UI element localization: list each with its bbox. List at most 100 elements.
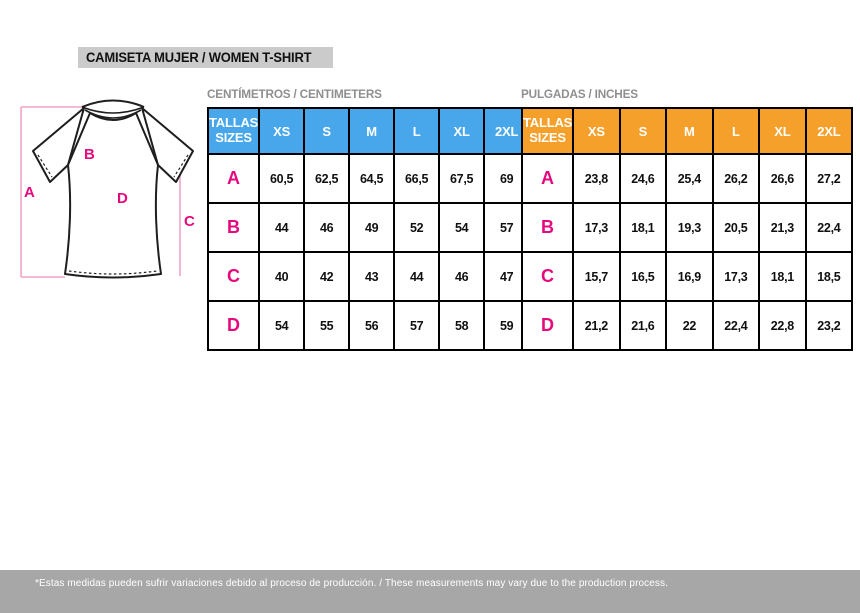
row-label: D — [520, 300, 575, 351]
stitch-lines — [37, 154, 189, 275]
size-value-cell: 58 — [438, 300, 486, 351]
cm-header-m: M — [348, 107, 396, 155]
size-value-cell: 62,5 — [303, 153, 351, 204]
tallas-word: TALLAS — [209, 115, 259, 131]
size-value-cell: 18,1 — [758, 251, 807, 302]
size-value-cell: 57 — [393, 300, 441, 351]
size-value-cell: 64,5 — [348, 153, 396, 204]
size-value-cell: 18,1 — [618, 202, 668, 253]
size-value-cell: 66,5 — [393, 153, 441, 204]
row-label: A — [520, 153, 575, 204]
cm-row-d: D 54 55 56 57 58 59 — [206, 300, 531, 351]
size-value-cell: 21,3 — [758, 202, 807, 253]
inches-header-2xl: 2XL — [804, 107, 854, 155]
inches-header-m: M — [665, 107, 714, 155]
size-value-cell: 22,8 — [758, 300, 807, 351]
inches-header-s: S — [618, 107, 668, 155]
row-label: C — [520, 251, 575, 302]
size-value-cell: 22,4 — [804, 202, 854, 253]
page-title: CAMISETA MUJER / WOMEN T-SHIRT — [86, 50, 312, 65]
measure-labels: A B C D — [24, 146, 195, 230]
cm-header-s: S — [303, 107, 351, 155]
size-value-cell: 22,4 — [711, 300, 761, 351]
row-label: D — [206, 300, 261, 351]
cm-header-xs: XS — [258, 107, 306, 155]
measure-label-d: D — [117, 190, 128, 207]
size-value-cell: 60,5 — [258, 153, 306, 204]
cm-header-l: L — [393, 107, 441, 155]
tshirt-collar-band — [81, 106, 145, 114]
size-value-cell: 21,2 — [572, 300, 621, 351]
size-value-cell: 26,6 — [758, 153, 807, 204]
inches-header-tallas: TALLAS SIZES — [520, 107, 575, 155]
size-value-cell: 16,5 — [618, 251, 668, 302]
footer-note: *Estas medidas pueden sufrir variaciones… — [35, 578, 668, 589]
size-value-cell: 16,9 — [665, 251, 714, 302]
tshirt-right-sleeve — [141, 107, 194, 183]
cm-row-b: B 44 46 49 52 54 57 — [206, 202, 531, 253]
size-value-cell: 46 — [303, 202, 351, 253]
size-value-cell: 23,8 — [572, 153, 621, 204]
inches-row-c: C 15,7 16,5 16,9 17,3 18,1 18,5 — [520, 251, 854, 302]
row-label: A — [206, 153, 261, 204]
right-cuff-stitch — [173, 154, 189, 178]
sizes-word: SIZES — [215, 130, 252, 145]
inches-header-l: L — [711, 107, 761, 155]
inches-row-d: D 21,2 21,6 22 22,4 22,8 23,2 — [520, 300, 854, 351]
row-label: C — [206, 251, 261, 302]
sizes-word: SIZES — [529, 130, 566, 145]
cm-header-xl: XL — [438, 107, 486, 155]
size-value-cell: 56 — [348, 300, 396, 351]
size-value-cell: 15,7 — [572, 251, 621, 302]
row-label: B — [520, 202, 575, 253]
tshirt-collar-outer — [81, 99, 145, 108]
size-value-cell: 22 — [665, 300, 714, 351]
inches-header-row: TALLAS SIZES XS S M L XL 2XL — [520, 107, 854, 155]
measure-label-a: A — [24, 184, 35, 201]
size-value-cell: 44 — [393, 251, 441, 302]
measure-label-b: B — [84, 146, 95, 163]
size-value-cell: 19,3 — [665, 202, 714, 253]
size-value-cell: 25,4 — [665, 153, 714, 204]
size-value-cell: 23,2 — [804, 300, 854, 351]
size-value-cell: 27,2 — [804, 153, 854, 204]
cm-header-row: TALLAS SIZES XS S M L XL 2XL — [206, 107, 531, 155]
inches-row-a: A 23,8 24,6 25,4 26,2 26,6 27,2 — [520, 153, 854, 204]
footer-bar: *Estas medidas pueden sufrir variaciones… — [0, 570, 860, 613]
size-value-cell: 49 — [348, 202, 396, 253]
size-value-cell: 26,2 — [711, 153, 761, 204]
inches-size-table: TALLAS SIZES XS S M L XL 2XL A 23,8 24,6… — [520, 107, 854, 351]
size-value-cell: 67,5 — [438, 153, 486, 204]
inches-row-b: B 17,3 18,1 19,3 20,5 21,3 22,4 — [520, 202, 854, 253]
measure-label-c: C — [184, 213, 195, 230]
page-title-bar: CAMISETA MUJER / WOMEN T-SHIRT — [78, 47, 333, 68]
size-value-cell: 54 — [258, 300, 306, 351]
tshirt-left-sleeve — [32, 107, 85, 183]
size-value-cell: 54 — [438, 202, 486, 253]
inches-header-xl: XL — [758, 107, 807, 155]
size-value-cell: 17,3 — [572, 202, 621, 253]
cm-header-tallas: TALLAS SIZES — [206, 107, 261, 155]
size-value-cell: 17,3 — [711, 251, 761, 302]
size-value-cell: 44 — [258, 202, 306, 253]
tshirt-collar-seam — [84, 109, 142, 119]
size-value-cell: 20,5 — [711, 202, 761, 253]
size-value-cell: 43 — [348, 251, 396, 302]
inches-section-heading: PULGADAS / INCHES — [521, 87, 638, 101]
size-value-cell: 24,6 — [618, 153, 668, 204]
size-value-cell: 40 — [258, 251, 306, 302]
size-value-cell: 18,5 — [804, 251, 854, 302]
size-value-cell: 55 — [303, 300, 351, 351]
cm-row-c: C 40 42 43 44 46 47 — [206, 251, 531, 302]
size-value-cell: 46 — [438, 251, 486, 302]
row-label: B — [206, 202, 261, 253]
inches-header-xs: XS — [572, 107, 621, 155]
size-value-cell: 52 — [393, 202, 441, 253]
tshirt-outline — [32, 99, 194, 279]
size-value-cell: 42 — [303, 251, 351, 302]
left-cuff-stitch — [37, 154, 53, 178]
cm-size-table: TALLAS SIZES XS S M L XL 2XL A 60,5 62,5… — [206, 107, 531, 351]
tallas-word: TALLAS — [523, 115, 573, 131]
cm-section-heading: CENTÍMETROS / CENTIMETERS — [207, 87, 382, 101]
